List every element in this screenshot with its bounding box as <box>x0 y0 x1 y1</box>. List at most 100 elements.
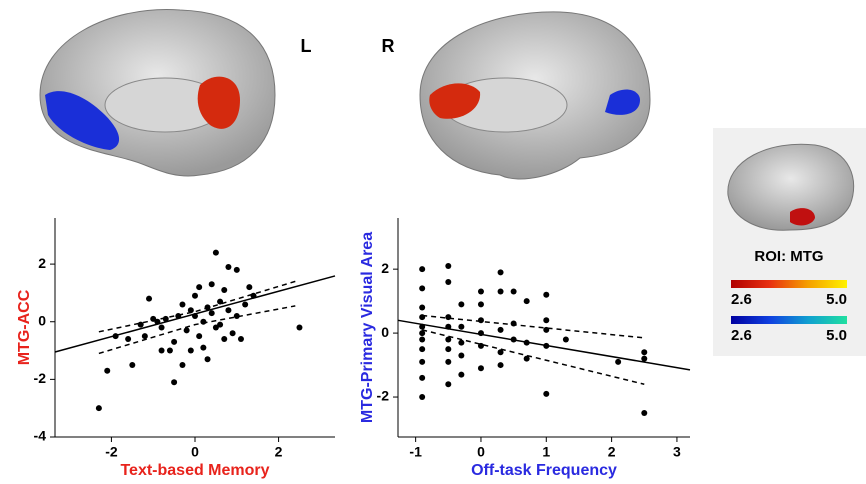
x-tick-label: -2 <box>105 444 118 460</box>
data-point <box>641 349 648 356</box>
data-point <box>419 346 426 353</box>
data-point <box>225 263 232 270</box>
data-point <box>183 327 190 334</box>
data-point <box>171 379 178 386</box>
data-point <box>445 278 452 285</box>
data-point <box>419 374 426 381</box>
x-tick-label: 2 <box>608 444 616 460</box>
data-point <box>458 301 465 308</box>
data-point <box>445 314 452 321</box>
data-point <box>419 285 426 292</box>
confidence-line <box>421 329 645 385</box>
data-point <box>95 405 102 412</box>
data-point <box>445 358 452 365</box>
data-point <box>445 381 452 388</box>
data-point <box>146 295 153 302</box>
data-point <box>233 312 240 319</box>
data-point <box>187 307 194 314</box>
x-tick-label: 0 <box>191 444 199 460</box>
data-point <box>445 346 452 353</box>
data-point <box>497 362 504 369</box>
y-tick-label: -2 <box>34 370 47 386</box>
x-tick-label: 1 <box>542 444 550 460</box>
colorbar-min: 2.6 <box>731 291 752 308</box>
data-point <box>497 288 504 295</box>
x-axis-label: Off-task Frequency <box>471 462 617 479</box>
data-point <box>179 361 186 368</box>
data-point <box>137 321 144 328</box>
colorbar <box>731 280 847 288</box>
data-point <box>192 292 198 299</box>
data-point <box>562 336 569 343</box>
data-point <box>221 287 228 294</box>
hemisphere-label: R <box>382 36 395 56</box>
data-point <box>419 336 426 343</box>
data-point <box>523 298 530 305</box>
brain-roi <box>727 143 855 231</box>
data-point <box>497 269 504 276</box>
data-point <box>141 333 148 340</box>
data-point <box>200 344 207 351</box>
data-point <box>458 339 465 346</box>
data-point <box>477 301 484 308</box>
y-axis-label: MTG-Primary Visual Area <box>359 232 376 423</box>
data-point <box>166 347 173 354</box>
fit-line <box>54 275 336 353</box>
data-point <box>419 304 426 311</box>
data-point <box>179 301 186 308</box>
data-point <box>225 307 232 314</box>
data-point <box>221 336 228 343</box>
data-point <box>158 347 165 354</box>
data-point <box>217 321 224 328</box>
data-point <box>641 410 648 417</box>
data-point <box>242 301 249 308</box>
colorbar-min: 2.6 <box>731 327 752 344</box>
data-point <box>196 333 203 340</box>
data-point <box>125 336 132 343</box>
data-point <box>477 365 484 372</box>
data-point <box>458 352 465 359</box>
colorbar-max: 5.0 <box>826 291 847 308</box>
data-point <box>458 323 465 330</box>
data-point <box>543 291 550 298</box>
y-tick-label: 2 <box>38 255 46 271</box>
x-tick-label: 3 <box>673 444 681 460</box>
data-point <box>477 288 484 295</box>
data-point <box>233 266 240 273</box>
data-point <box>477 317 484 324</box>
data-point <box>212 324 219 331</box>
data-point <box>510 288 517 295</box>
y-tick-label: -2 <box>377 388 390 404</box>
data-point <box>419 394 426 401</box>
data-point <box>296 324 303 331</box>
data-point <box>497 326 504 333</box>
x-tick-label: 2 <box>275 444 283 460</box>
data-point <box>445 336 452 343</box>
data-point <box>212 249 219 256</box>
data-point <box>187 347 194 354</box>
data-point <box>104 367 111 374</box>
data-point <box>204 356 211 363</box>
brain-left <box>39 9 276 177</box>
fit-line <box>397 319 691 371</box>
data-point <box>477 342 484 349</box>
data-point <box>543 390 550 397</box>
y-tick-label: 0 <box>38 312 46 328</box>
hemisphere-label: L <box>301 36 312 56</box>
data-point <box>523 355 530 362</box>
data-point <box>196 284 203 291</box>
data-point <box>419 330 426 337</box>
data-point <box>543 317 550 324</box>
data-point <box>158 324 165 331</box>
roi-label: ROI: MTG <box>754 248 823 265</box>
data-point <box>129 361 136 368</box>
data-point <box>237 336 244 343</box>
data-point <box>208 281 215 288</box>
data-point <box>419 266 426 273</box>
data-point <box>615 358 622 365</box>
confidence-line <box>98 305 296 355</box>
colorbar <box>731 316 847 324</box>
data-point <box>208 310 215 317</box>
data-point <box>497 349 504 356</box>
y-tick-label: -4 <box>34 428 47 444</box>
